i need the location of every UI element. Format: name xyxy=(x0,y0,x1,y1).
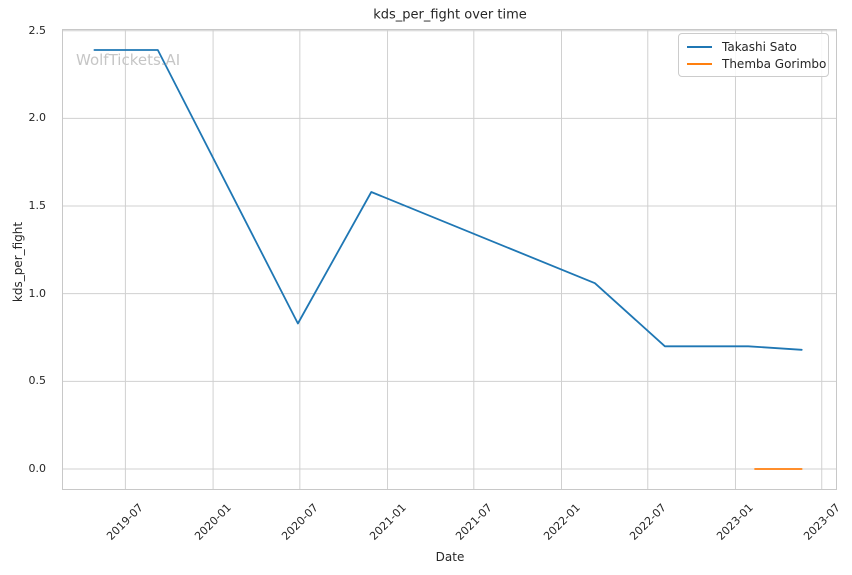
legend-label: Themba Gorimbo xyxy=(722,56,827,71)
y-tick-label: 1.0 xyxy=(28,286,47,300)
legend-line-swatch xyxy=(687,62,712,65)
y-tick-label: 1.5 xyxy=(28,199,47,213)
legend: Takashi Sato Themba Gorimbo xyxy=(678,33,829,77)
legend-line-swatch xyxy=(687,45,712,48)
plot-border xyxy=(62,29,837,490)
y-tick-label: 2.5 xyxy=(28,23,47,37)
legend-label: Takashi Sato xyxy=(722,39,797,54)
legend-item: Takashi Sato xyxy=(687,38,820,55)
x-axis-label: Date xyxy=(435,550,465,564)
legend-item: Themba Gorimbo xyxy=(687,55,826,72)
watermark: WolfTickets.AI xyxy=(76,51,181,69)
y-tick-label: 0.5 xyxy=(28,374,47,388)
chart-title: kds_per_fight over time xyxy=(373,7,527,23)
series-line-takashi-sato xyxy=(93,49,803,351)
y-tick-label: 0.0 xyxy=(28,461,47,475)
y-tick-label: 2.0 xyxy=(28,111,47,125)
